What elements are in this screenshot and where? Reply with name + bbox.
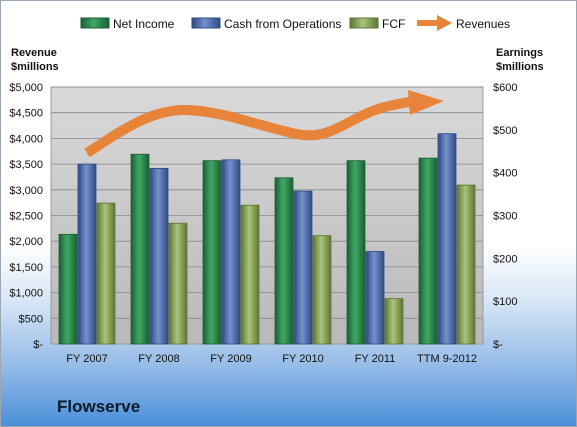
revenues-arrow-path	[84, 96, 420, 158]
left-tick-label: $4,000	[9, 133, 43, 145]
category-label: FY 2008	[138, 353, 179, 365]
legend-label-cash: Cash from Operations	[224, 17, 341, 31]
right-axis-ticks: $- $100 $200 $300 $400 $500 $600	[493, 82, 517, 351]
bar-cash-from-operations	[77, 163, 97, 345]
bar-fcf	[312, 235, 332, 345]
left-tick-label: $5,000	[9, 82, 43, 94]
category-label: FY 2009	[210, 353, 251, 365]
category-labels: FY 2007 FY 2008 FY 2009 FY 2010 FY 2011 TTM 9…	[66, 353, 477, 365]
bar-cash-from-operations	[149, 167, 169, 345]
right-tick-label: $500	[493, 125, 517, 137]
bar-fcf	[384, 298, 404, 345]
right-tick-label: $400	[493, 168, 517, 180]
bar-cash-from-operations	[221, 159, 241, 345]
bar-fcf	[96, 202, 116, 345]
left-tick-label: $-	[33, 339, 43, 351]
right-axis-title-line1: Earnings	[496, 47, 543, 59]
legend: Net Income Cash from Operations FCF Reve…	[80, 15, 510, 31]
category-label: TTM 9-2012	[417, 353, 477, 365]
left-tick-label: $1,500	[9, 262, 43, 274]
company-name: Flowserve	[57, 397, 141, 416]
right-tick-label: $-	[493, 339, 503, 351]
left-tick-label: $2,500	[9, 211, 43, 223]
category-label: FY 2011	[355, 353, 396, 365]
bar-cash-from-operations	[293, 190, 313, 345]
legend-swatch-net-income	[80, 17, 110, 29]
legend-label-fcf: FCF	[382, 17, 405, 31]
left-tick-label: $500	[19, 313, 43, 325]
left-axis-ticks: $- $500 $1,000 $1,500 $2,000 $2,500 $3,000 $3,5…	[9, 82, 43, 351]
bar-fcf	[168, 222, 188, 345]
bars	[58, 133, 476, 345]
left-tick-label: $1,000	[9, 288, 43, 300]
left-tick-label: $3,000	[9, 185, 43, 197]
bar-net-income	[418, 157, 438, 345]
right-tick-label: $100	[493, 296, 517, 308]
legend-label-revenues: Revenues	[456, 17, 510, 31]
left-axis-title-line1: Revenue	[11, 47, 57, 59]
legend-swatch-cash	[191, 17, 221, 29]
legend-label-net-income: Net Income	[113, 17, 175, 31]
left-axis-title-line2: $millions	[11, 61, 59, 73]
legend-swatch-fcf	[349, 17, 379, 29]
revenues-arrow-head	[408, 90, 444, 115]
bar-net-income	[346, 160, 366, 345]
legend-arrowhead-revenues	[437, 15, 452, 31]
bar-net-income	[202, 160, 222, 345]
left-tick-label: $2,000	[9, 236, 43, 248]
gridlines	[51, 86, 483, 319]
right-tick-label: $600	[493, 82, 517, 94]
category-label: FY 2010	[282, 353, 323, 365]
bar-fcf	[456, 184, 476, 345]
bar-net-income	[130, 153, 150, 345]
right-axis-title-line2: $millions	[496, 61, 544, 73]
revenues-arrow	[84, 90, 444, 158]
left-tick-label: $3,500	[9, 159, 43, 171]
bar-net-income	[58, 233, 78, 345]
bar-cash-from-operations	[437, 133, 457, 345]
left-tick-label: $4,500	[9, 108, 43, 120]
bar-net-income	[274, 177, 294, 345]
right-tick-label: $200	[493, 253, 517, 265]
right-tick-label: $300	[493, 211, 517, 223]
category-label: FY 2007	[66, 353, 107, 365]
bar-cash-from-operations	[365, 251, 385, 345]
bar-fcf	[240, 204, 260, 345]
